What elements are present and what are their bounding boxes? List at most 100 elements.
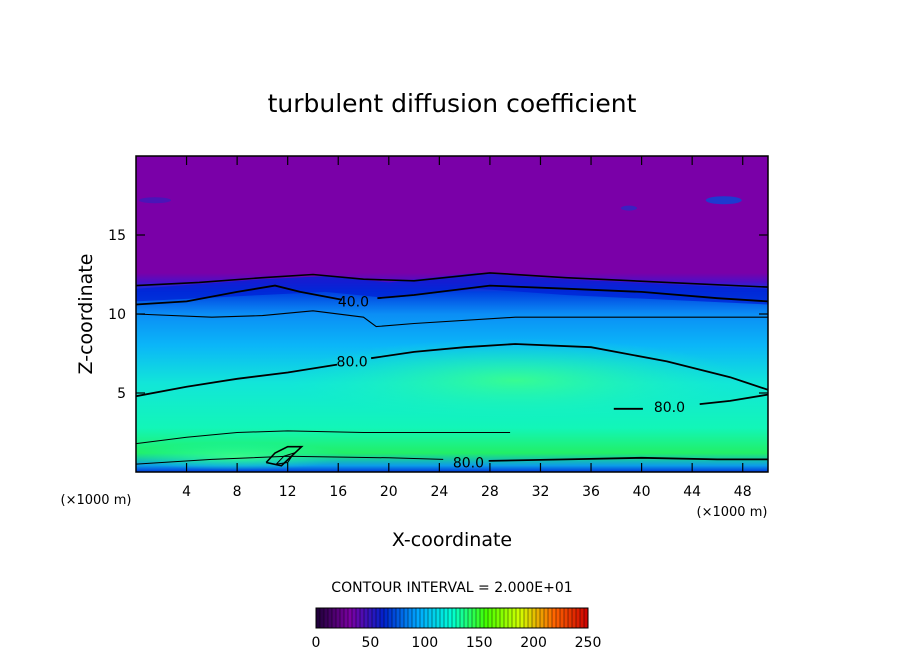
contour-line [136, 284, 343, 306]
colorbar-cell [328, 608, 333, 628]
x-tick-label: 48 [734, 484, 752, 500]
colorbar-cell [556, 608, 561, 628]
y-tick-label: 15 [108, 228, 126, 244]
colorbar-cell [456, 608, 461, 628]
y-tick-label: 5 [117, 386, 126, 402]
colorbar-cell [364, 608, 369, 628]
colorbar-cell [384, 608, 389, 628]
left-blue-patch [138, 197, 171, 204]
colorbar-cell [540, 608, 545, 628]
colorbar-cell [424, 608, 429, 628]
contour-line [265, 445, 304, 467]
colorbar-cell [404, 608, 409, 628]
colorbar-cell [560, 608, 565, 628]
colorbar-cell [480, 608, 485, 628]
colorbar-cell [380, 608, 385, 628]
contour-line [488, 456, 768, 462]
x-tick-label: 44 [683, 484, 701, 500]
colorbar-cell [324, 608, 329, 628]
x-tick-label: 36 [582, 484, 600, 500]
x-tick-label: 32 [532, 484, 550, 500]
x-axis-ticks: 4 8 12 16 20 24 28 32 36 40 44 48 [182, 156, 752, 500]
colorbar-tick-label: 0 [312, 635, 321, 651]
colorbar-cell [316, 608, 321, 628]
colorbar-cell [440, 608, 445, 628]
colorbar-cell [496, 608, 501, 628]
colorbar-cell [392, 608, 397, 628]
colorbar-cell [388, 608, 393, 628]
contour-line [370, 343, 768, 391]
y-axis-ticks: 5 10 15 [108, 228, 768, 402]
colorbar-cell [408, 608, 413, 628]
colorbar-cell [552, 608, 557, 628]
plot-area [136, 156, 768, 472]
x-tick-label: 40 [633, 484, 651, 500]
colorbar-cell [420, 608, 425, 628]
colorbar-tick-label: 100 [411, 635, 438, 651]
colorbar-cell [436, 608, 441, 628]
colorbar-cell [520, 608, 525, 628]
contour-fill [136, 156, 768, 472]
colorbar-cell [396, 608, 401, 628]
colorbar-cell [572, 608, 577, 628]
colorbar-tick-label: 150 [466, 635, 493, 651]
colorbar-cell [336, 608, 341, 628]
x-tick-label: 16 [329, 484, 347, 500]
contour-line [136, 430, 511, 445]
colorbar-cell [460, 608, 465, 628]
chart-title: turbulent diffusion coefficient [268, 89, 637, 118]
colorbar-cell [428, 608, 433, 628]
colorbar-cell [352, 608, 357, 628]
colorbar [315, 607, 589, 629]
colorbar-cell [548, 608, 553, 628]
x-tick-label: 20 [380, 484, 398, 500]
colorbar-tick-labels: 0 50 100 150 200 250 [312, 635, 602, 651]
contour-line [136, 455, 444, 465]
colorbar-cell [512, 608, 517, 628]
colorbar-cell [340, 608, 345, 628]
colorbar-cell [472, 608, 477, 628]
colorbar-cell [544, 608, 549, 628]
colorbar-cell [332, 608, 337, 628]
colorbar-cell [372, 608, 377, 628]
colorbar-cell [580, 608, 585, 628]
contour-line [136, 310, 768, 328]
green-core-region [285, 338, 746, 423]
colorbar-cell [492, 608, 497, 628]
contour-label: 40.0 [338, 294, 369, 310]
contour-label: 80.0 [337, 354, 368, 370]
colorbar-cell [528, 608, 533, 628]
colorbar-tick-label: 200 [520, 635, 547, 651]
contour-labels: 40.0 80.0 80.0 80.0 [337, 294, 685, 471]
x-tick-label: 8 [233, 484, 242, 500]
colorbar-cell [500, 608, 505, 628]
colorbar-cell [432, 608, 437, 628]
contour-line [275, 452, 296, 465]
colorbar-cell [504, 608, 509, 628]
contour-line [699, 393, 768, 405]
colorbar-cell [320, 608, 325, 628]
contour-line [377, 284, 768, 303]
upper-blue-patch [620, 205, 637, 211]
colorbar-cell [536, 608, 541, 628]
colorbar-cell [412, 608, 417, 628]
colorbar-cell [356, 608, 361, 628]
colorbar-cell [488, 608, 493, 628]
y-tick-label: 10 [108, 307, 126, 323]
colorbar-cell [532, 608, 537, 628]
colorbar-cell [464, 608, 469, 628]
colorbar-tick-label: 250 [575, 635, 602, 651]
colorbar-cell [376, 608, 381, 628]
colorbar-cell [360, 608, 365, 628]
colorbar-cell [568, 608, 573, 628]
colorbar-tick-label: 50 [361, 635, 379, 651]
y-axis-label: Z-coordinate [75, 254, 97, 375]
x-unit-label-right: (×1000 m) [697, 505, 768, 520]
colorbar-cell [584, 608, 589, 628]
colorbar-cell [344, 608, 349, 628]
x-tick-label: 24 [430, 484, 448, 500]
colorbar-cell [564, 608, 569, 628]
colorbar-cell [508, 608, 513, 628]
colorbar-cell [416, 608, 421, 628]
